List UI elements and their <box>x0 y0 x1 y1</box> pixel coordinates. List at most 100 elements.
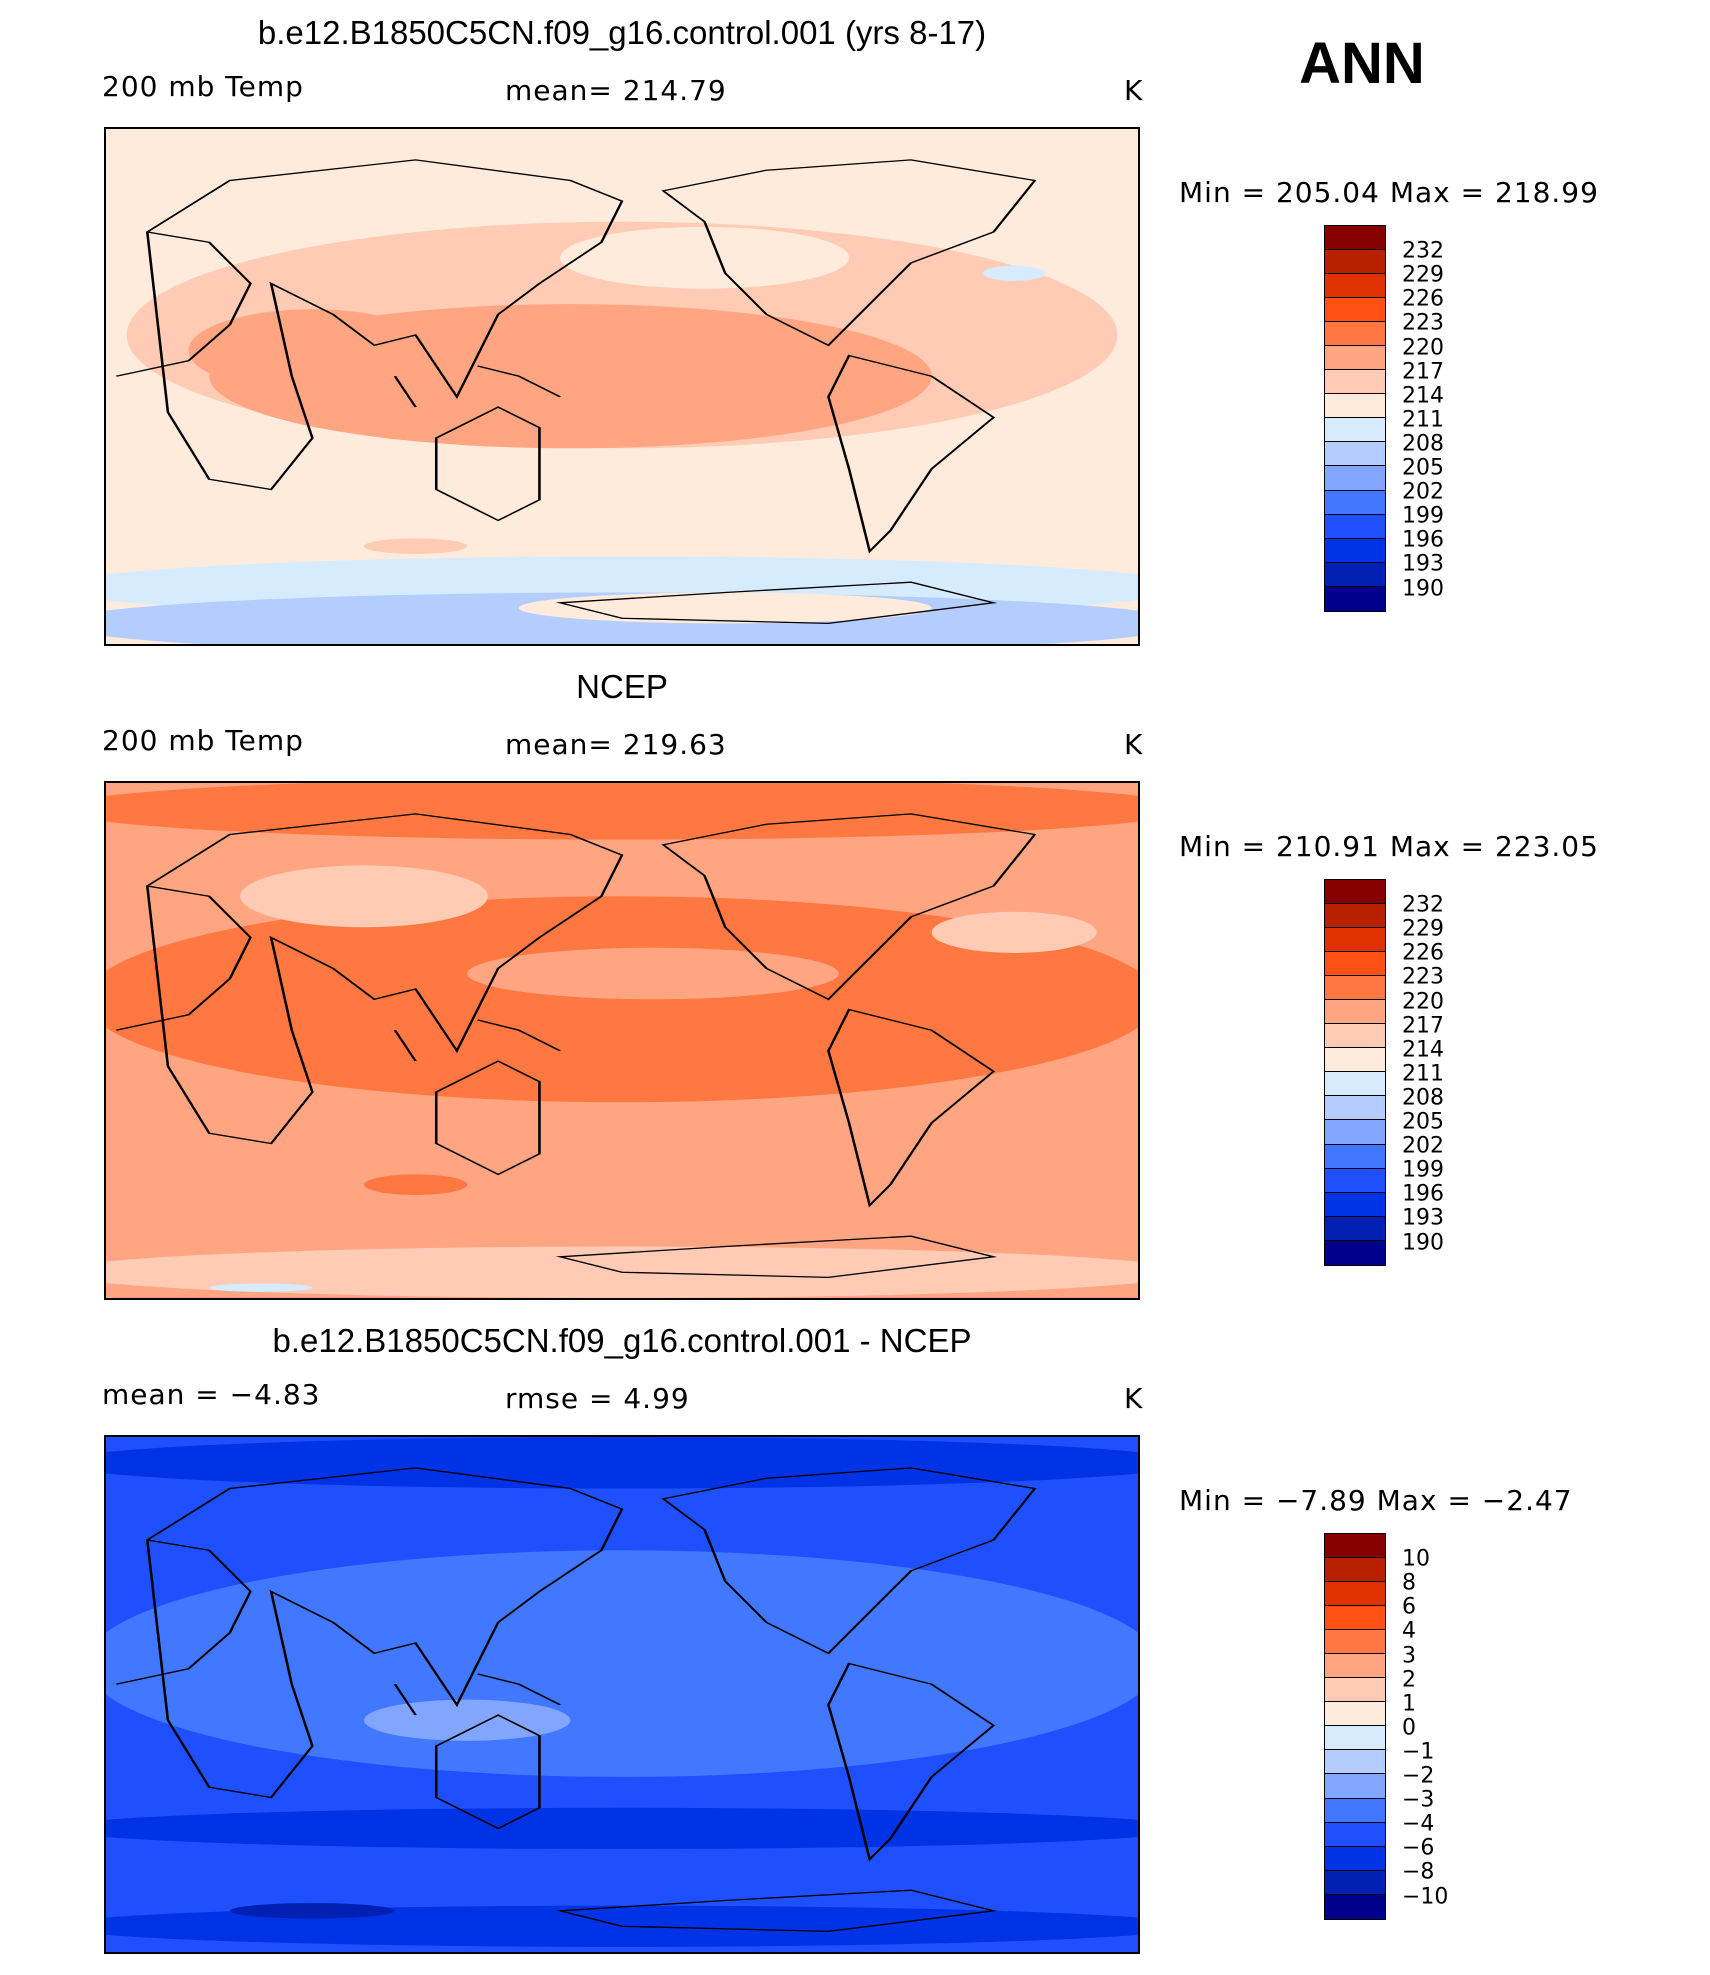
map-panel <box>104 127 1140 646</box>
colorbar-label: −4 <box>1402 1811 1435 1837</box>
colorbar-label: 0 <box>1402 1715 1416 1741</box>
colorbar-box <box>1324 1532 1386 1559</box>
colorbar-label: −10 <box>1402 1884 1449 1909</box>
colorbar-label: 229 <box>1402 262 1444 288</box>
colorbar-box <box>1324 1893 1386 1920</box>
colorbar-box <box>1324 1095 1386 1121</box>
contour-region <box>106 1807 1138 1849</box>
map-panel <box>104 1435 1140 1954</box>
colorbar-box <box>1324 441 1386 467</box>
colorbar-label: 6 <box>1402 1594 1416 1620</box>
colorbar-label: 202 <box>1402 1133 1444 1159</box>
coastlines <box>115 1467 1037 1933</box>
colorbar-box <box>1324 272 1386 299</box>
colorbar-box <box>1324 296 1386 323</box>
colorbar-label: 232 <box>1402 238 1444 264</box>
colorbar-box <box>1324 369 1386 395</box>
colorbar-box <box>1324 248 1386 275</box>
contour-region <box>364 1699 571 1741</box>
colorbar-box <box>1324 1604 1386 1631</box>
colorbar-box <box>1324 1239 1386 1266</box>
colorbar-label: −3 <box>1402 1787 1435 1813</box>
colorbar-label: 3 <box>1402 1643 1416 1668</box>
contour-region <box>106 1550 1138 1777</box>
colorbar-box <box>1324 344 1386 371</box>
colorbar-label: 223 <box>1402 310 1444 336</box>
colorbar-label: 214 <box>1402 1037 1444 1063</box>
season-label: ANN <box>1299 31 1425 96</box>
colorbar-label: 1 <box>1402 1691 1416 1717</box>
colorbar-box <box>1324 1215 1386 1242</box>
panel-title: NCEP <box>576 668 668 705</box>
panel-minmax: Min = 205.04 Max = 218.99 <box>1179 176 1599 209</box>
colorbar-label: 217 <box>1402 1013 1444 1039</box>
colorbar-box <box>1324 902 1386 929</box>
colorbar: 232 229 226 223 220 217 214 211 208 205 202 199 196 1… <box>1324 878 1444 1266</box>
colorbar-box <box>1324 513 1386 540</box>
colorbar-label: 196 <box>1402 527 1444 553</box>
colorbar-box <box>1324 1677 1386 1703</box>
colorbar-box <box>1324 465 1386 492</box>
colorbar: 232 229 226 223 220 217 214 211 208 205 202 199 196 1… <box>1324 224 1444 612</box>
colorbar-box <box>1324 1047 1386 1073</box>
colorbar-box <box>1324 1628 1386 1655</box>
panel-units: K <box>1124 1382 1144 1415</box>
colorbar-label: 2 <box>1402 1667 1416 1693</box>
panel-minmax: Min = −7.89 Max = −2.47 <box>1179 1484 1573 1517</box>
coastlines <box>115 813 1037 1279</box>
colorbar-label: 10 <box>1402 1546 1430 1572</box>
colorbar-box <box>1324 224 1386 251</box>
colorbar-box <box>1324 1701 1386 1727</box>
colorbar-label: 220 <box>1402 989 1444 1014</box>
colorbar-label: −2 <box>1402 1763 1435 1789</box>
contour-region <box>229 1903 395 1919</box>
contour-region <box>364 1174 468 1195</box>
colorbar-label: 202 <box>1402 479 1444 505</box>
colorbar-label: 208 <box>1402 431 1444 457</box>
colorbar-label: 193 <box>1402 551 1444 577</box>
colorbar-box <box>1324 320 1386 347</box>
panel-left-label: 200 mb Temp <box>102 724 304 757</box>
colorbar-box <box>1324 878 1386 905</box>
colorbar-label: −1 <box>1402 1739 1435 1765</box>
contour-region <box>518 592 932 624</box>
colorbar-label: 217 <box>1402 359 1444 385</box>
colorbar-box <box>1324 1749 1386 1775</box>
colorbar-box <box>1324 1821 1386 1848</box>
panel-left-label: mean = −4.83 <box>102 1378 321 1411</box>
panel-center-label: mean= 219.63 <box>505 728 727 761</box>
panel-center-label: mean= 214.79 <box>505 74 727 107</box>
colorbar-box <box>1324 1023 1386 1049</box>
contour-region <box>364 538 468 554</box>
colorbar-box <box>1324 393 1386 419</box>
colorbar-box <box>1324 1652 1386 1679</box>
panel-units: K <box>1124 74 1144 107</box>
colorbar-box <box>1324 1071 1386 1097</box>
contour-region <box>106 783 1138 840</box>
colorbar-label: 223 <box>1402 964 1444 990</box>
colorbar-box <box>1324 489 1386 516</box>
coastlines <box>115 159 1037 625</box>
colorbar-label: −8 <box>1402 1859 1435 1885</box>
colorbar-label: −6 <box>1402 1835 1435 1861</box>
contour-region <box>931 911 1097 953</box>
colorbar-label: 220 <box>1402 335 1444 360</box>
contour-region <box>240 865 488 928</box>
colorbar-label: 226 <box>1402 940 1444 966</box>
contour-region <box>467 947 839 1000</box>
contour-region <box>983 265 1046 281</box>
panel-title: b.e12.B1850C5CN.f09_g16.control.001 - NC… <box>272 1322 972 1359</box>
panel-left-label: 200 mb Temp <box>102 70 304 103</box>
colorbar-box <box>1324 1119 1386 1146</box>
colorbar-box <box>1324 1869 1386 1896</box>
colorbar-box <box>1324 585 1386 612</box>
colorbar-box <box>1324 417 1386 443</box>
contour-region <box>106 1437 1138 1489</box>
colorbar-label: 199 <box>1402 503 1444 529</box>
colorbar-label: 190 <box>1402 576 1444 601</box>
colorbar-box <box>1324 974 1386 1001</box>
colorbar-box <box>1324 1191 1386 1218</box>
colorbar-label: 232 <box>1402 892 1444 918</box>
colorbar-label: 211 <box>1402 407 1444 433</box>
